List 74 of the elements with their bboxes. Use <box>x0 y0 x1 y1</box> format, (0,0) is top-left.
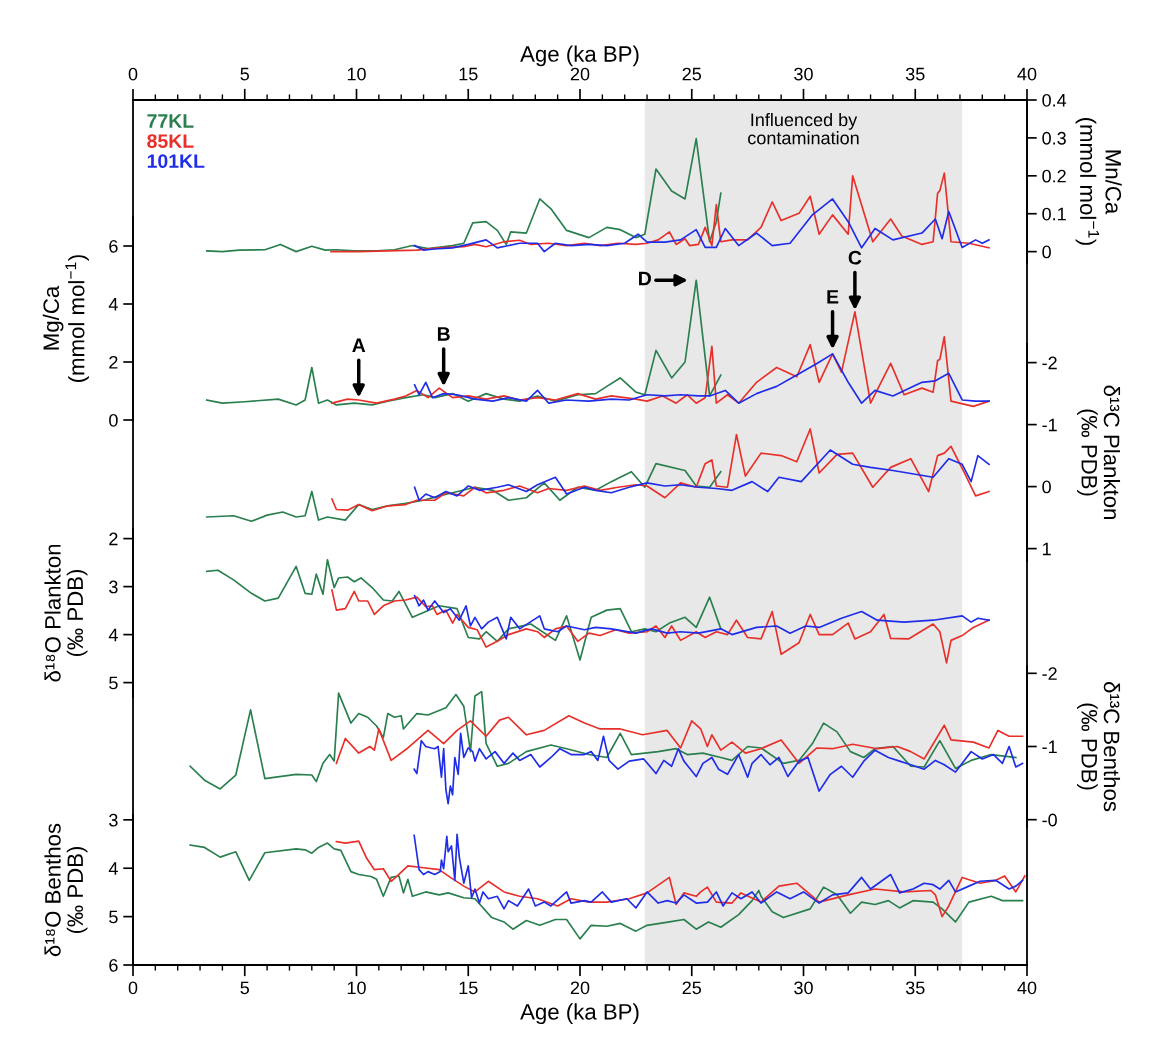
line-series <box>335 714 1024 765</box>
y2-axis-title: δ¹³C Plankton (‰ PDB) <box>1077 385 1121 519</box>
x-tick-label: 20 <box>570 981 590 995</box>
line-series <box>205 558 722 661</box>
line-series <box>331 310 990 408</box>
line-series <box>189 842 1024 940</box>
line-series <box>413 732 1024 805</box>
y2-tick-label: -2 <box>1042 356 1057 370</box>
line-series <box>205 462 722 523</box>
y-axis-title: Mg/Ca (mmol mol$^{−1}$) <box>42 255 89 383</box>
line-series <box>189 690 1017 790</box>
x-axis-title: Age (ka BP) <box>520 1003 639 1025</box>
x-tick-label: 10 <box>347 981 366 995</box>
annotation: C <box>848 250 862 265</box>
y2-tick-label: 0.4 <box>1042 93 1067 107</box>
line-series <box>331 428 990 512</box>
y2-tick-label: 0 <box>1042 245 1051 259</box>
x-axis-title: Age (ka BP) <box>520 45 639 67</box>
text: 85KL <box>147 134 194 148</box>
y2-tick-label: -0 <box>1042 813 1057 827</box>
x-tick-label: 30 <box>794 67 813 81</box>
y-tick-label: 6 <box>109 239 118 253</box>
line-series <box>413 833 1024 910</box>
y-tick-label: 0 <box>109 413 118 427</box>
x-tick-label: 10 <box>347 67 366 81</box>
x-tick-label: 40 <box>1017 981 1037 995</box>
line-series <box>331 589 990 664</box>
x-tick-label: 25 <box>682 981 702 995</box>
y-axis-title: δ¹⁸O Plankton (‰ PDB) <box>44 544 88 682</box>
y-tick-label: 4 <box>108 862 118 875</box>
line-series <box>413 353 990 405</box>
x-tick-label: 0 <box>128 981 138 995</box>
band-label: Influenced by contamination <box>748 112 859 145</box>
x-tick-label: 15 <box>459 67 478 81</box>
y-tick-label: 6 <box>109 958 118 972</box>
y2-tick-label: -2 <box>1042 667 1057 680</box>
x-tick-label: 20 <box>570 67 590 81</box>
y-tick-label: 5 <box>109 910 118 924</box>
annotation: D <box>639 271 651 286</box>
y2-tick-label: 0.1 <box>1042 207 1066 221</box>
x-tick-label: 35 <box>905 981 925 995</box>
x-tick-label: 25 <box>682 67 702 81</box>
annotation: E <box>827 290 839 304</box>
y2-tick-label: -1 <box>1042 418 1057 432</box>
x-tick-label: 0 <box>128 67 138 81</box>
y-axis-title: δ¹⁸O Benthos (‰ PDB) <box>44 823 88 957</box>
x-tick-label: 5 <box>240 981 250 995</box>
y2-tick-label: 0 <box>1042 480 1051 494</box>
x-tick-label: 30 <box>794 981 813 995</box>
y-tick-label: 4 <box>108 628 118 642</box>
y2-tick-label: -1 <box>1042 740 1057 754</box>
y-tick-label: 2 <box>109 532 118 546</box>
y-tick-label: 4 <box>108 298 118 311</box>
y2-axis-title: δ¹³C Benthos (‰ PDB) <box>1077 681 1121 812</box>
text: 77KL <box>147 114 194 128</box>
annotation: A <box>352 338 366 352</box>
y2-tick-label: 0.3 <box>1042 131 1066 145</box>
y-tick-label: 2 <box>109 355 118 369</box>
x-tick-label: 35 <box>905 67 925 81</box>
y2-tick-label: 1 <box>1042 542 1051 556</box>
y-tick-label: 3 <box>109 813 118 827</box>
y-tick-label: 3 <box>109 580 118 594</box>
line-series <box>413 594 990 640</box>
x-tick-label: 15 <box>459 981 478 995</box>
annotation: B <box>437 327 450 341</box>
line-series <box>335 840 1026 918</box>
y-tick-label: 5 <box>109 676 118 690</box>
line-series <box>205 137 722 253</box>
text: 101KL <box>147 154 205 169</box>
x-tick-label: 5 <box>240 67 250 81</box>
y2-tick-label: 0.2 <box>1042 169 1066 183</box>
y2-axis-title: Mn/Ca (mmol mol$^{−1}$) <box>1075 117 1122 245</box>
x-tick-label: 40 <box>1017 67 1037 81</box>
line-series <box>413 449 990 502</box>
